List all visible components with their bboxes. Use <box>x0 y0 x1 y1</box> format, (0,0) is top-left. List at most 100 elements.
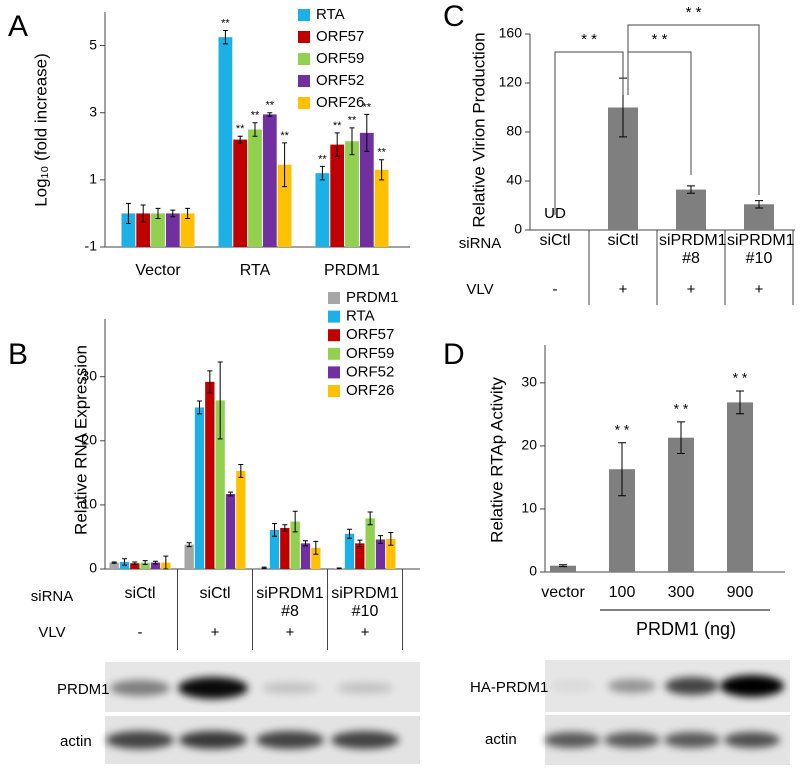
bar <box>180 213 195 247</box>
bar <box>215 400 225 569</box>
comparison-label: * * <box>581 31 597 48</box>
error-bar <box>282 524 288 532</box>
row-label: VLV <box>38 624 65 641</box>
legend-label: RTA <box>346 308 375 325</box>
bar <box>225 494 236 569</box>
error-bar <box>319 165 325 181</box>
vlv-label: - <box>553 281 558 298</box>
error-bar <box>185 207 191 219</box>
error-bar <box>140 204 146 223</box>
blot-label: actin <box>485 731 517 748</box>
y-tick-label: 30 <box>521 374 537 390</box>
row-label: siRNA <box>459 235 502 252</box>
error-bar <box>222 29 228 45</box>
bar <box>374 169 389 247</box>
error-bar <box>388 531 394 546</box>
bar <box>345 141 359 247</box>
panel-label: B <box>8 338 28 371</box>
panel-label: D <box>443 338 465 371</box>
bar <box>290 521 300 569</box>
x-tick-label: siCtl <box>539 232 571 249</box>
error-bar <box>197 400 202 415</box>
bar <box>386 538 396 569</box>
bar <box>136 213 151 247</box>
x-tick-label: PRDM1 <box>323 262 380 279</box>
error-bar <box>347 528 352 539</box>
significance: ** <box>221 17 230 29</box>
error-bar <box>677 421 685 454</box>
error-bar <box>186 542 192 548</box>
x-tick-label: RTA <box>239 262 271 279</box>
bar <box>205 381 215 569</box>
vlv-label: + <box>619 281 628 298</box>
error-bar <box>336 567 342 570</box>
error-bar <box>379 159 385 181</box>
legend-swatch <box>328 310 340 323</box>
y-tick-label: 0 <box>529 563 537 579</box>
x-tick-label: vector <box>541 584 585 601</box>
blot-label: PRDM1 <box>57 681 110 698</box>
significance: ** <box>363 101 372 113</box>
significance: * * <box>733 370 748 386</box>
bar <box>355 543 365 569</box>
error-bar <box>364 113 370 152</box>
x-tick-label: siCtl <box>199 585 231 602</box>
error-bar <box>349 127 355 156</box>
y-axis-label: Log₁₀ (fold increase) <box>31 53 50 207</box>
significance: ** <box>251 110 260 122</box>
y-tick-label: 10 <box>81 496 97 512</box>
bar <box>233 139 248 247</box>
y-tick-label: 80 <box>506 123 522 139</box>
bar <box>218 37 233 247</box>
row-label: VLV <box>466 281 493 298</box>
x-tick-label: siPRDM1 #8 <box>256 585 324 620</box>
comparison-bracket <box>627 24 760 195</box>
bar <box>150 562 161 569</box>
legend-label: ORF57 <box>346 326 394 343</box>
error-bar <box>618 442 626 497</box>
bar <box>140 562 150 569</box>
bar <box>277 164 292 247</box>
y-axis-label: Relative RTAp Activity <box>487 377 506 543</box>
error-bar <box>132 561 138 566</box>
significance: ** <box>236 123 245 135</box>
blot-b <box>105 662 420 764</box>
error-bar <box>378 535 383 544</box>
error-bar <box>357 539 363 548</box>
legend-swatch <box>298 53 310 65</box>
bar <box>165 213 180 247</box>
legend-swatch <box>328 292 340 304</box>
bar <box>668 437 694 572</box>
bar <box>248 129 262 247</box>
significance: ** <box>333 120 342 132</box>
panel-label: C <box>443 0 465 33</box>
x-tick-label: 100 <box>608 584 636 601</box>
legend-label: ORF52 <box>316 72 364 89</box>
error-bar <box>207 370 213 394</box>
y-tick-label: 30 <box>81 367 97 383</box>
bar <box>550 565 576 572</box>
x-tick-label: siPRDM1 #10 <box>331 585 399 620</box>
bar <box>744 204 774 230</box>
legend-swatch <box>328 347 340 360</box>
y-tick-label: 120 <box>499 74 523 90</box>
error-bar <box>170 209 176 218</box>
bar <box>375 539 386 569</box>
error-bar <box>755 200 763 209</box>
bar <box>330 144 345 247</box>
legend-swatch <box>298 75 310 87</box>
comparison-bracket <box>554 51 624 215</box>
comparison-label: * * <box>652 31 668 48</box>
legend-label: ORF26 <box>316 94 364 111</box>
error-bar <box>238 464 244 478</box>
error-bar <box>272 522 277 537</box>
y-tick-label: 1 <box>89 171 97 187</box>
error-bar <box>153 560 158 565</box>
y-tick-label: 0 <box>514 221 522 237</box>
blot-d <box>544 660 790 765</box>
error-bar <box>111 561 117 564</box>
error-bar <box>228 491 233 497</box>
error-bar <box>292 510 298 533</box>
error-bar <box>217 361 223 440</box>
